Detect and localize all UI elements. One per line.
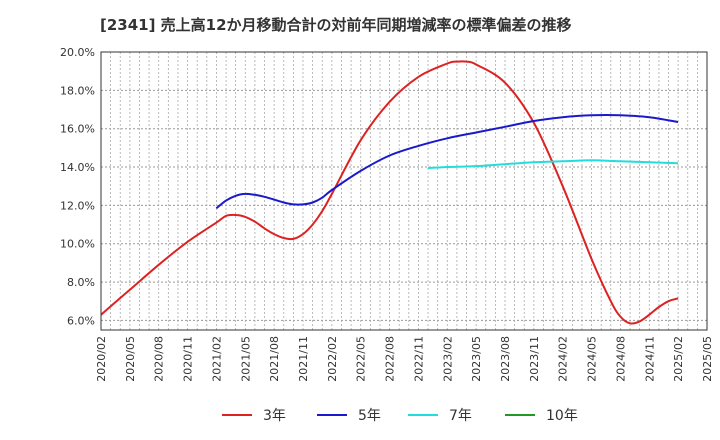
x-tick-label: 2025/02 — [672, 336, 685, 382]
x-tick-label: 2024/02 — [557, 336, 570, 382]
x-tick-label: 2020/02 — [95, 336, 108, 382]
x-tick-label: 2021/05 — [239, 336, 252, 382]
x-tick-label: 2021/02 — [210, 336, 223, 382]
x-tick-label: 2023/05 — [470, 336, 483, 382]
y-tick-label: 10.0% — [60, 238, 95, 251]
x-tick-label: 2022/05 — [355, 336, 368, 382]
legend-label: 3年 — [263, 408, 286, 424]
series-line — [100, 60, 679, 325]
x-tick-label: 2020/11 — [182, 336, 195, 382]
legend: 3年 5年 7年 10年 — [222, 408, 578, 424]
y-tick-label: 12.0% — [60, 199, 95, 212]
y-tick-label: 20.0% — [60, 46, 95, 59]
x-tick-label: 2021/11 — [297, 336, 310, 382]
legend-label: 5年 — [358, 408, 381, 424]
x-tick-label: 2023/02 — [441, 336, 454, 382]
x-tick-label: 2022/08 — [384, 336, 397, 382]
x-tick-label: 2024/08 — [614, 336, 627, 382]
x-tick-label: 2020/05 — [124, 336, 137, 382]
y-tick-label: 14.0% — [60, 161, 95, 174]
x-tick-label: 2023/11 — [528, 336, 541, 382]
x-tick-label: 2024/05 — [586, 336, 599, 382]
legend-label: 7年 — [449, 408, 472, 424]
x-tick-label: 2021/08 — [268, 336, 281, 382]
series-lines — [100, 60, 679, 325]
x-tick-label: 2024/11 — [643, 336, 656, 382]
y-tick-label: 6.0% — [67, 314, 95, 327]
x-tick-label: 2020/08 — [153, 336, 166, 382]
x-axis-ticks: 2020/02 2020/05 2020/08 2020/11 2021/02 2021/… — [95, 336, 714, 382]
y-tick-label: 8.0% — [67, 276, 95, 289]
chart-title: [2341] 売上高12か月移動合計の対前年同期増減率の標準偏差の推移 — [100, 16, 572, 34]
x-tick-label: 2022/02 — [326, 336, 339, 382]
legend-label: 10年 — [546, 408, 578, 424]
y-tick-label: 18.0% — [60, 84, 95, 97]
y-tick-label: 16.0% — [60, 123, 95, 136]
series-line — [427, 159, 679, 169]
plot-border — [100, 51, 708, 331]
plot-area — [101, 52, 707, 330]
x-tick-label: 2022/11 — [412, 336, 425, 382]
series-line — [215, 114, 679, 210]
y-axis-ticks: 6.0% 8.0% 10.0% 12.0% 14.0% 16.0% 18.0% 20.0% — [60, 46, 95, 327]
x-tick-label: 2025/05 — [701, 336, 714, 382]
x-tick-label: 2023/08 — [499, 336, 512, 382]
